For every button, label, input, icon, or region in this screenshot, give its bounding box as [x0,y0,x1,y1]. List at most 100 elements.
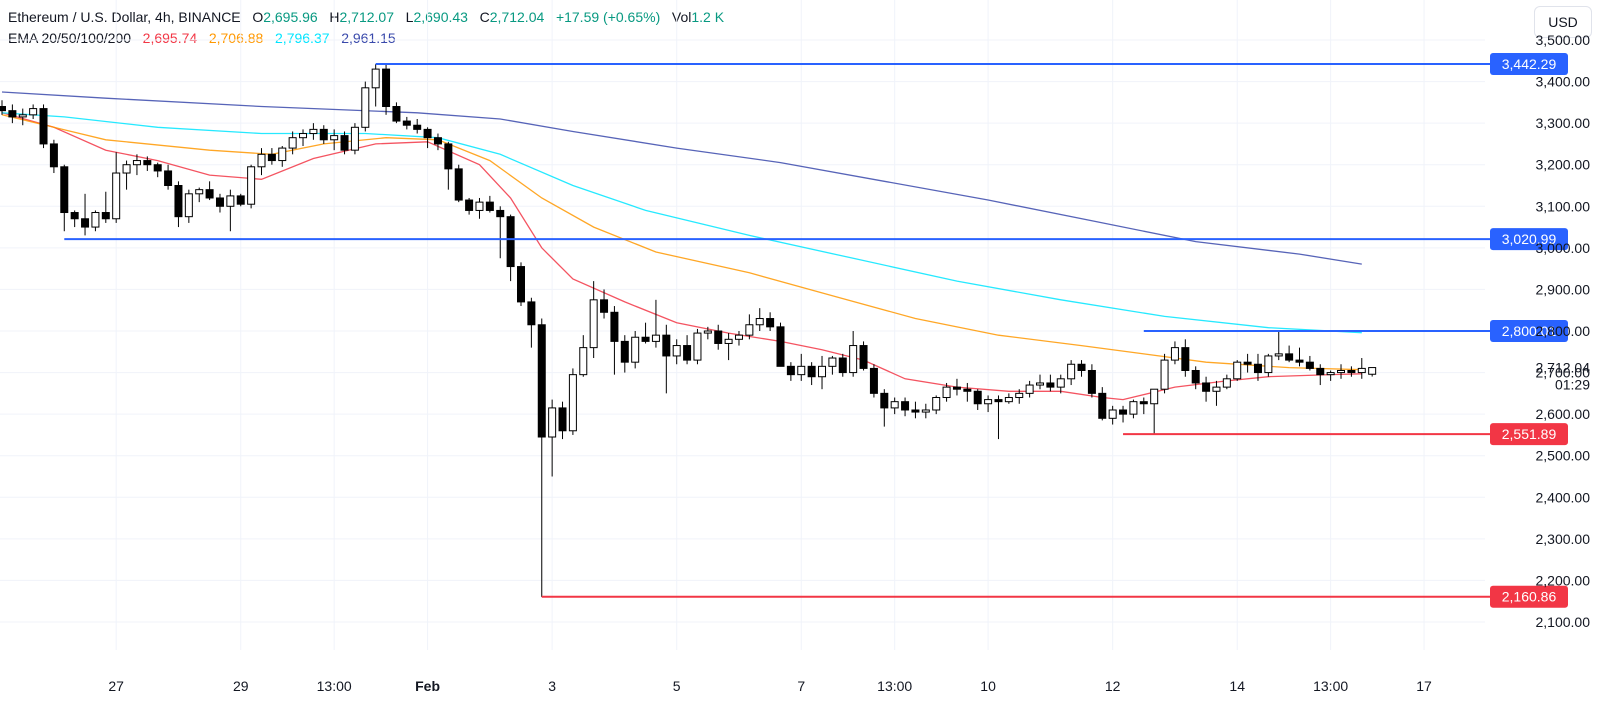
candle-body [49,143,58,168]
candle-body [1285,353,1294,361]
y-tick-label: 2,500.00 [1536,448,1591,464]
candles [0,64,1377,598]
candle-body [973,390,982,405]
candle-body [911,409,920,413]
candle-body [859,345,868,369]
candle-body [153,164,162,172]
candle-body [236,195,245,205]
candle-body [517,266,525,303]
candle-body [838,357,847,374]
candle-body [454,168,463,201]
price-level-label: 2,160.86 [1502,589,1557,605]
candle-body [724,338,733,344]
low-label: L [405,9,414,25]
candle-body [413,124,422,130]
x-tick-label: 17 [1416,678,1432,694]
candle-body [1243,361,1252,365]
price-axis[interactable]: 3,500.00 3,400.00 3,300.00 3,200.00 3,100.00… [1536,32,1591,630]
candle-body [890,401,899,409]
ema200-value: 2,961.15 [341,30,396,46]
candle-body [247,166,256,205]
candle-body [1129,401,1138,415]
currency-button[interactable]: USD [1534,6,1592,38]
candle-body [319,128,328,141]
candle-body [579,347,588,376]
open-label: O [252,9,264,25]
candle-body [1056,378,1065,388]
candle-body [1191,369,1200,384]
price-level-tag [1490,585,1568,608]
y-tick-label: 3,300.00 [1536,115,1591,131]
candle-body [309,128,318,135]
candle-body [693,332,702,361]
ema-lines [1,91,1362,401]
candle-body [818,365,827,378]
candle-body [1274,353,1283,357]
candle-body [620,340,629,363]
candle-body [537,324,546,438]
candle-body [1119,409,1128,415]
candle-body [942,386,951,399]
candle-body [132,160,141,166]
close-value: 2,712.04 [489,9,545,25]
countdown-label: 01:29 [1555,377,1590,393]
volume-value: 1.2 K [691,9,725,25]
candle-body [1046,382,1055,388]
candle-body [901,401,910,411]
ema-line [1,114,1362,371]
open-value: 2,695.96 [263,9,318,25]
candle-body [984,399,993,405]
candle-body [143,160,152,166]
candle-body [662,334,671,357]
candle-body [807,365,816,378]
candle-body [1222,378,1231,388]
candle-body [164,170,173,186]
candle-body [683,345,692,361]
x-tick-label: 13:00 [317,678,352,694]
candle-body [641,336,650,342]
candle-body [714,330,723,344]
candle-body [755,318,764,326]
candle-body [1160,359,1169,390]
candle-body [1253,363,1262,374]
candle-body [766,318,775,328]
candle-body [1181,347,1190,371]
x-tick-label: 7 [797,678,805,694]
candle-body [1316,367,1325,376]
candle-body [1337,369,1346,374]
candle-body [122,164,131,174]
candle-body [195,189,204,195]
candle-body [869,367,878,394]
time-axis[interactable]: 27 29 13:00 Feb 3 5 7 13:00 10 12 14 13:00 17 [108,678,1432,694]
candle-body [485,201,494,211]
candle-body [184,193,193,218]
y-tick-label: 2,800.00 [1536,323,1591,339]
x-tick-label: 29 [233,678,249,694]
candle-body [1326,372,1335,376]
candle-body [932,397,941,411]
grid [0,0,1485,650]
ema-label: EMA 20/50/100/200 [8,30,131,46]
candle-body [600,299,609,313]
candle-body [1015,392,1024,399]
candle-body [1077,363,1086,371]
candle-body [350,126,359,151]
candle-body [1170,347,1179,361]
candle-body [18,114,27,118]
symbol-title: Ethereum / U.S. Dollar, 4h, BINANCE [8,9,241,25]
x-tick-label: 13:00 [1313,678,1348,694]
y-tick-label: 2,300.00 [1536,531,1591,547]
candle-body [952,386,961,390]
candle-body [745,324,754,336]
ema100-value: 2,796.37 [275,30,330,46]
candle-body [215,197,224,207]
candle-body [651,334,660,342]
candle-body [278,147,287,162]
candle-body [1139,401,1148,405]
candle-body [267,153,276,162]
y-tick-label: 3,100.00 [1536,198,1591,214]
candle-body [257,153,266,168]
candle-body [548,407,557,438]
candle-body [1036,382,1044,386]
